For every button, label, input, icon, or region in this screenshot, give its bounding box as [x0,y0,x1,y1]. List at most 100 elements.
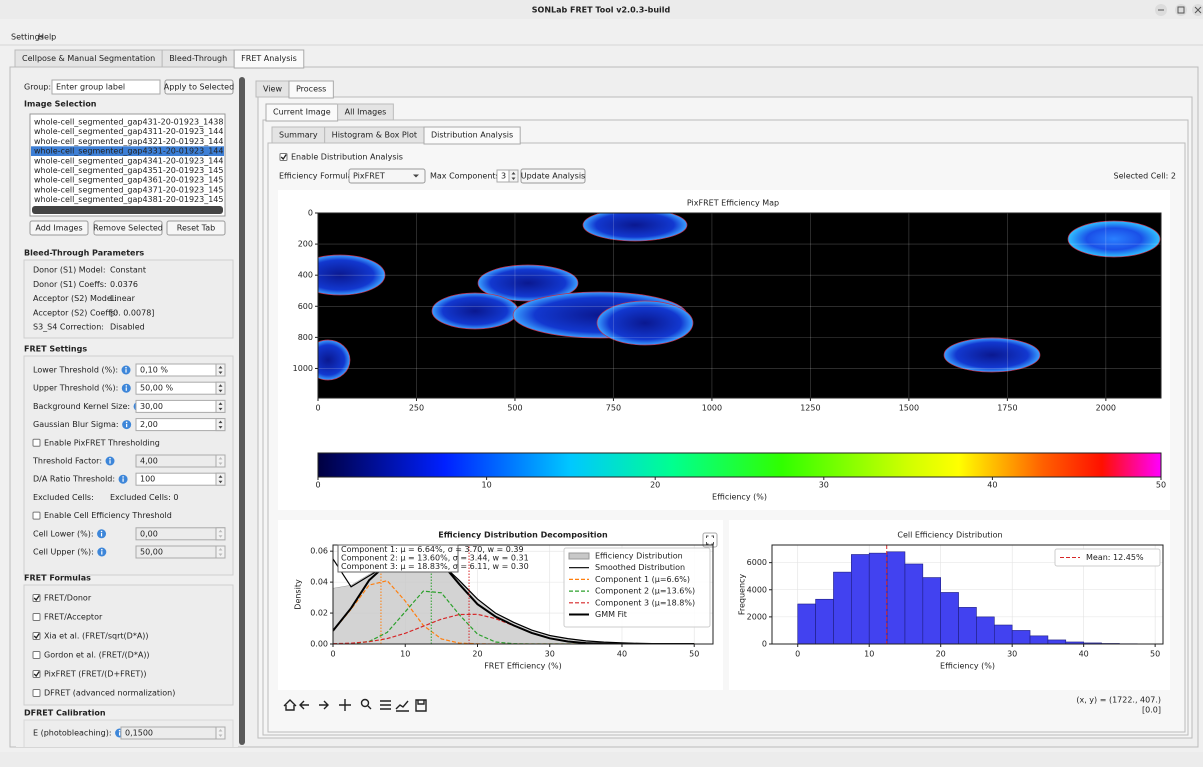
info-glyph [109,458,111,460]
x-tick-label: 30 [1007,650,1017,659]
file-item[interactable]: whole-cell_segmented_gap4351-20-01923_14… [34,166,247,175]
spin-buttons[interactable] [216,382,225,394]
legend-label: Smoothed Distribution [595,563,685,572]
x-tick-label: 40 [617,650,627,659]
tab-label[interactable]: Current Image [273,108,331,117]
checkbox[interactable] [33,690,40,697]
x-axis-label: FRET Efficiency (%) [484,662,562,671]
legend-label: Efficiency Distribution [595,552,683,561]
tab-label[interactable]: All Images [345,108,387,117]
y-tick-label: 600 [298,302,313,311]
y-tick-label: 0.06 [310,547,328,556]
legend-label: Component 3 (μ=18.8%) [595,598,695,607]
tab-label[interactable]: Bleed-Through [169,54,227,63]
setting-label: Cell Upper (%): [33,548,94,557]
param-value: 0.0376 [110,280,138,289]
file-item[interactable]: whole-cell_segmented_gap4361-20-01923_14… [34,176,247,185]
window-control[interactable] [1175,4,1187,16]
tab-label[interactable]: Histogram & Box Plot [332,131,417,140]
bar [1048,640,1066,644]
file-list-items: whole-cell_segmented_gap431-20-01923_143… [31,118,247,205]
param-label: Donor (S1) Coeffs: [33,280,107,289]
spin-buttons[interactable] [509,170,518,182]
y-axis-label: Frequency [738,574,747,616]
h-scrollbar[interactable] [32,206,223,214]
spin-value: 0,00 [140,529,158,538]
colorbar-tick-label: 50 [1156,481,1166,490]
colorbar-tick-label: 10 [482,481,492,490]
y-tick-label: 200 [298,240,313,249]
setting-label: D/A Ratio Threshold: [33,475,115,484]
info-glyph [101,531,103,533]
y-tick-label: 0 [308,209,313,218]
tab-label[interactable]: View [263,85,282,94]
window-title: SONLab FRET Tool v2.0.3-build [532,6,671,15]
bar [905,564,923,644]
button-label[interactable]: Reset Tab [177,224,215,233]
param-label: Donor (S1) Model: [33,266,106,275]
spin-buttons [216,455,225,467]
spin-value: 50,00 [140,548,163,557]
checkbox-label[interactable]: Gordon et al. (FRET/(D*A)) [44,651,150,660]
info-glyph [125,369,126,372]
file-item[interactable]: whole-cell_segmented_gap4371-20-01923_14… [34,185,247,194]
spin-buttons[interactable] [216,473,225,485]
section-title: FRET Settings [24,345,87,354]
checkbox[interactable] [33,439,40,446]
file-item[interactable]: whole-cell_segmented_gap4321-20-01923_14… [34,137,247,146]
tab-label[interactable]: Cellpose & Manual Segmentation [22,54,155,63]
checkbox-label[interactable]: Xia et al. (FRET/sqrt(D*A)) [44,632,149,641]
checkbox[interactable] [33,512,40,519]
menu-item[interactable]: Help [38,33,56,42]
cell [1068,221,1160,257]
x-tick-label: 20 [472,650,482,659]
file-item[interactable]: whole-cell_segmented_gap4311-20-01923_14… [34,127,247,136]
bar [1012,630,1030,644]
y-tick-label: 0.02 [310,609,328,618]
legend-swatch [569,553,589,559]
info-glyph [126,422,128,424]
checkbox-label[interactable]: Enable Cell Efficiency Threshold [44,511,172,520]
button-label[interactable]: Apply to Selected [164,83,234,92]
checkbox-label[interactable]: Enable Distribution Analysis [291,153,403,162]
file-item[interactable]: whole-cell_segmented_gap4341-20-01923_14… [34,156,247,165]
spin-buttons[interactable] [216,364,225,376]
y-axis-label: Density [294,579,303,610]
y-tick-label: 6000 [747,558,767,567]
setting-label: Excluded Cells: [33,493,94,502]
app-window: SONLab FRET Tool v2.0.3-buildSettingsHel… [0,0,1203,767]
x-tick-label: 1750 [997,404,1017,413]
button-label[interactable]: Remove Selected [93,224,163,233]
info-glyph [125,367,127,369]
y-tick-label: 1000 [293,364,313,373]
scrollbar[interactable] [239,77,245,745]
tab-label[interactable]: Process [296,85,326,94]
file-item[interactable]: whole-cell_segmented_gap431-20-01923_143… [34,118,245,127]
checkbox-label[interactable]: PixFRET (FRET/(D+FRET)) [44,670,147,679]
spin-buttons [216,546,225,558]
checkbox[interactable] [33,614,40,621]
spin-value: 0,10 % [140,366,168,375]
file-item[interactable]: whole-cell_segmented_gap4381-20-01923_14… [34,195,247,204]
info-glyph [119,730,121,732]
checkbox-label[interactable]: FRET/Donor [44,594,92,603]
checkbox-label[interactable]: DFRET (advanced normalization) [44,689,175,698]
spin-buttons[interactable] [216,419,225,431]
spin-buttons[interactable] [216,400,225,412]
param-value: [0. 0.0078] [110,308,154,317]
checkbox[interactable] [33,652,40,659]
button-label[interactable]: Add Images [35,224,82,233]
checkbox-label[interactable]: FRET/Acceptor [44,613,103,622]
combo-value[interactable]: PixFRET [353,172,385,181]
checkbox-label[interactable]: Enable PixFRET Thresholding [44,438,160,447]
spin-value: 0,1500 [125,729,153,738]
button-label[interactable]: Update Analysis [521,172,585,181]
tab-label[interactable]: Distribution Analysis [431,131,513,140]
spin-value: 50,00 % [140,384,173,393]
x-tick-label: 20 [936,650,946,659]
spin-buttons [216,528,225,540]
file-item[interactable]: whole-cell_segmented_gap4331-20-01923_14… [34,147,247,156]
info-glyph [101,533,102,536]
tab-label[interactable]: FRET Analysis [241,54,297,63]
tab-label[interactable]: Summary [279,131,318,140]
